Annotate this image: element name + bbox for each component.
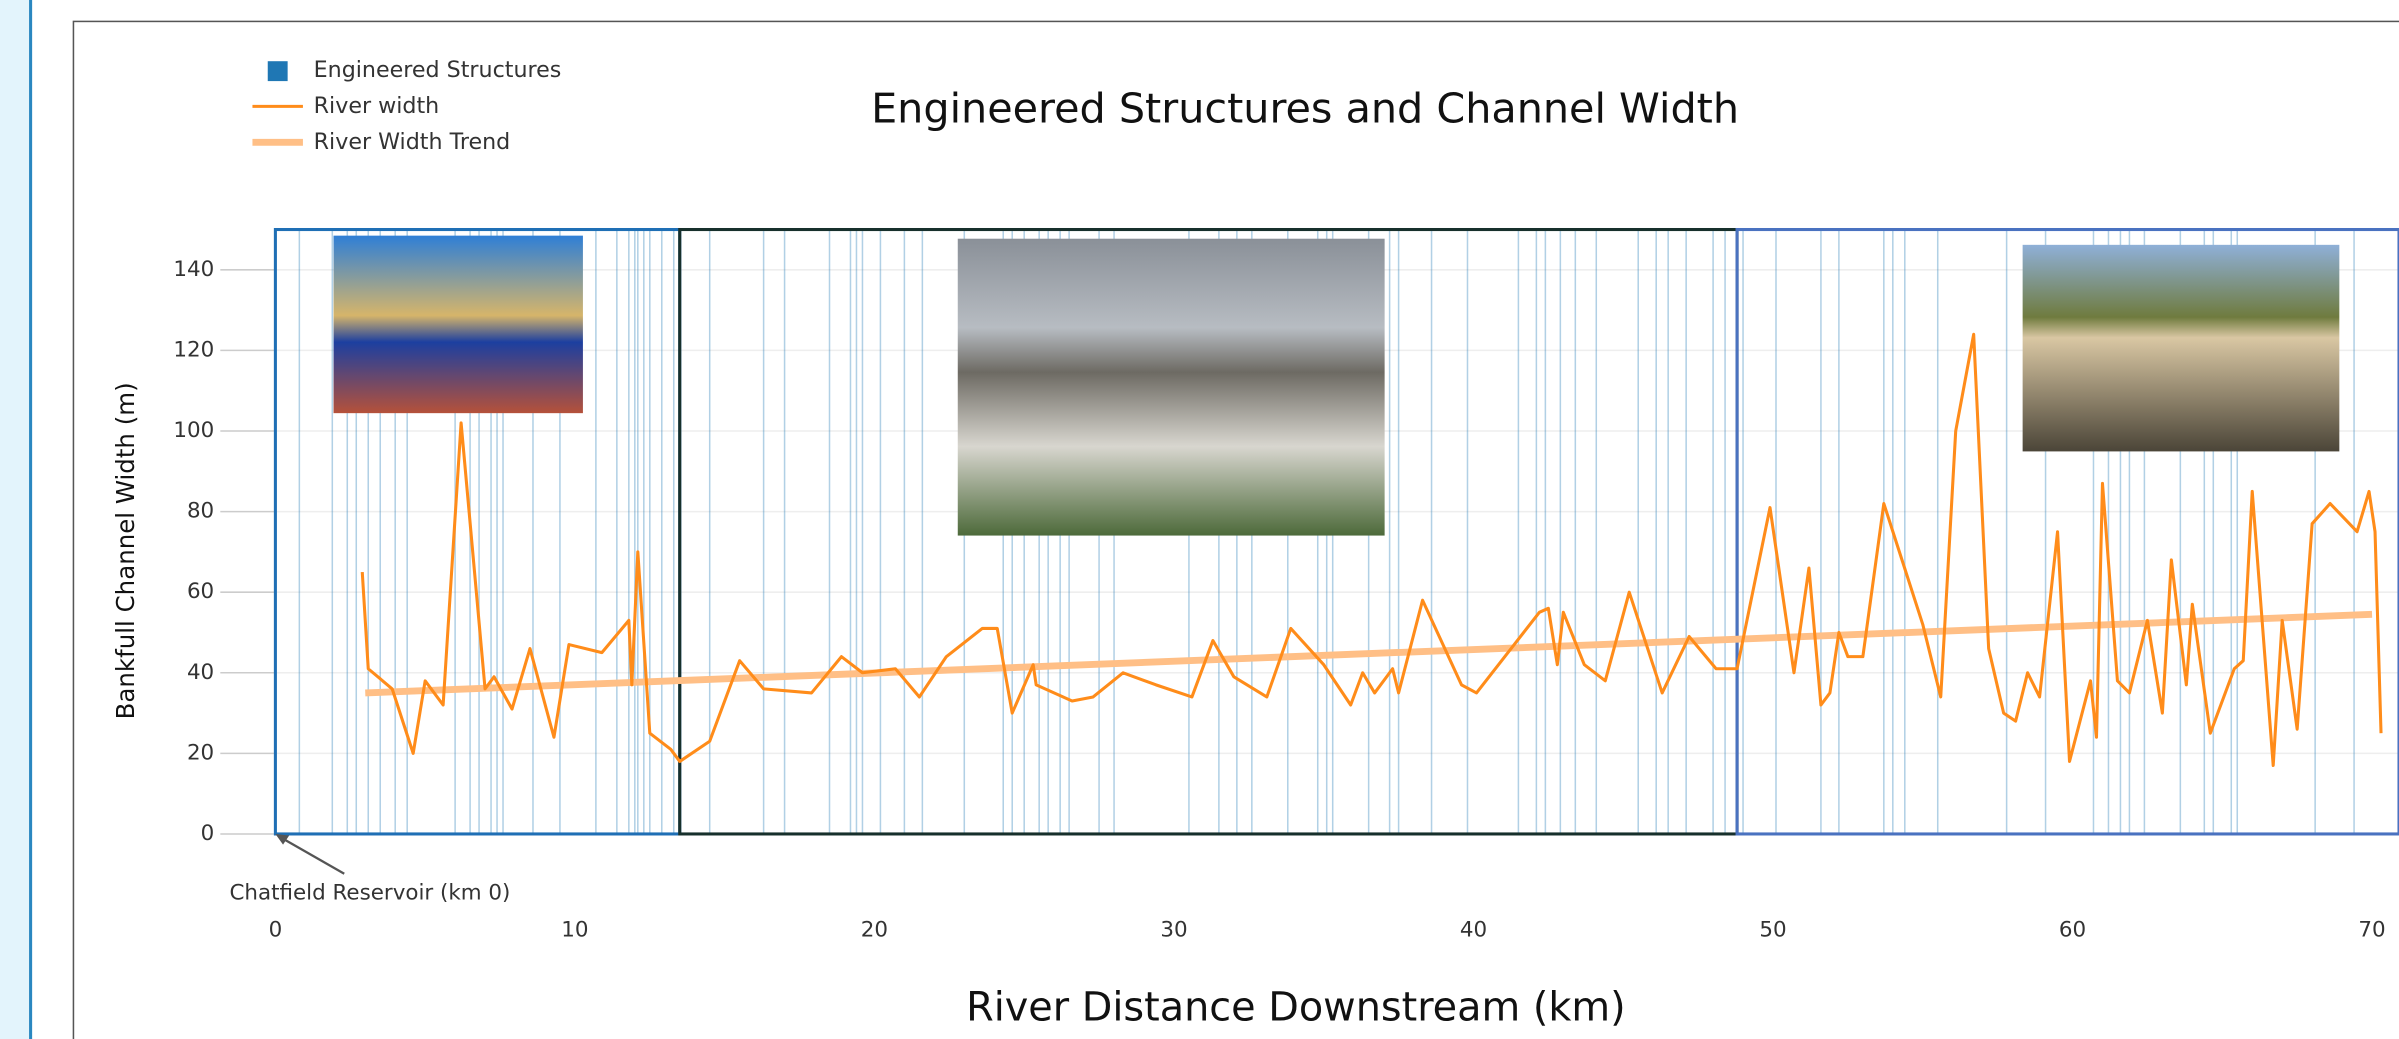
x-axis-label: River Distance Downstream (km) bbox=[966, 984, 1626, 1030]
x-tick-label: 10 bbox=[561, 917, 588, 942]
annotation: Chatfield Reservoir (km 0) bbox=[229, 881, 510, 906]
legend-label: Engineered Structures bbox=[314, 57, 562, 83]
photo bbox=[958, 239, 1385, 536]
y-tick-label: 100 bbox=[173, 418, 214, 443]
legend-swatch bbox=[268, 61, 288, 81]
x-tick-label: 50 bbox=[1759, 917, 1786, 942]
y-tick-label: 80 bbox=[187, 499, 214, 524]
side-strip bbox=[0, 0, 31, 1039]
y-tick-label: 40 bbox=[187, 660, 214, 685]
y-tick-label: 20 bbox=[187, 740, 214, 765]
legend-label: River width bbox=[314, 93, 440, 119]
chart-title: Engineered Structures and Channel Width bbox=[871, 85, 1739, 133]
y-tick-label: 60 bbox=[187, 579, 214, 604]
x-tick-label: 0 bbox=[269, 917, 283, 942]
photo bbox=[2023, 245, 2340, 452]
legend-label: River Width Trend bbox=[314, 129, 511, 155]
x-tick-label: 60 bbox=[2059, 917, 2086, 942]
y-tick-label: 0 bbox=[201, 821, 215, 846]
x-tick-label: 30 bbox=[1160, 917, 1187, 942]
x-tick-label: 20 bbox=[861, 917, 888, 942]
y-axis-label: Bankfull Channel Width (m) bbox=[111, 382, 140, 719]
x-tick-label: 40 bbox=[1460, 917, 1487, 942]
y-tick-label: 120 bbox=[173, 337, 214, 362]
x-tick-label: 70 bbox=[2358, 917, 2385, 942]
chart: 0 20 40 60 80 100 120 140 0 10 20 30 40 50 60 70 Chatfie… bbox=[0, 0, 2399, 1039]
y-tick-label: 140 bbox=[173, 257, 214, 282]
photo bbox=[334, 236, 583, 414]
